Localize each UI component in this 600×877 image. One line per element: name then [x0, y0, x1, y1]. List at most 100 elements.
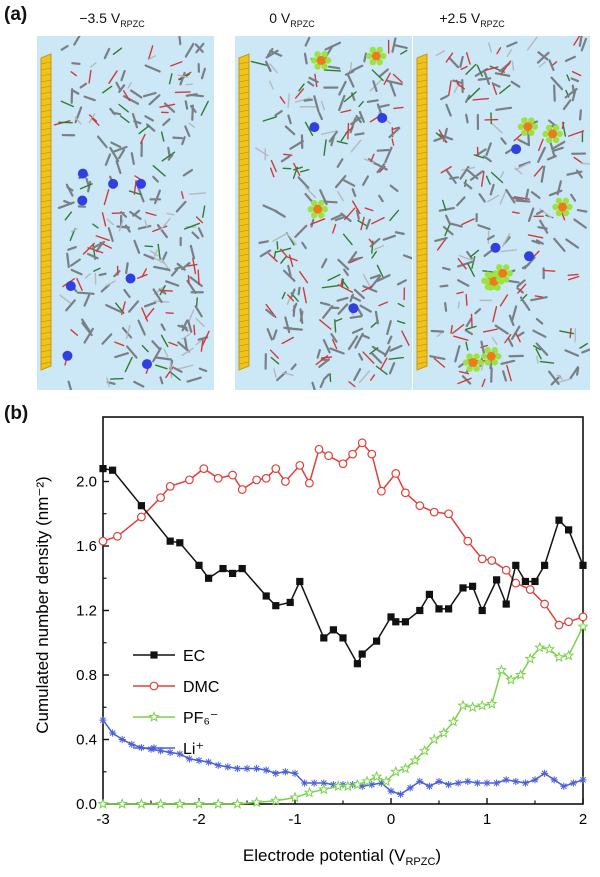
- solvent-bond: [262, 116, 278, 122]
- data-point: [377, 779, 385, 787]
- solvent-bond: [548, 189, 563, 197]
- solvent-bond: [365, 218, 371, 230]
- data-point: [303, 786, 316, 798]
- solvent-bond: [67, 245, 77, 251]
- solvent-bond: [152, 288, 163, 304]
- legend-entry: Li⁺: [133, 741, 204, 758]
- data-point: [525, 585, 535, 594]
- solvent-bond: [463, 181, 473, 190]
- solvent-bond: [284, 316, 291, 334]
- data-point: [253, 764, 261, 773]
- solvent-bond: [580, 162, 590, 165]
- solvent-bond: [73, 36, 81, 46]
- solvent-bond: [469, 170, 484, 181]
- solvent-bond: [303, 98, 313, 102]
- solvent-bond: [153, 265, 171, 271]
- fluorine-atom: [481, 353, 488, 360]
- solvent-bond: [375, 365, 388, 375]
- solvent-bond: [384, 146, 393, 164]
- solvent-bond: [556, 374, 564, 380]
- electrode-grid-line: [416, 157, 428, 161]
- x-axis-label-sub: RPZC: [405, 856, 435, 868]
- solvent-bond: [488, 42, 493, 53]
- electrode-sheet: [238, 53, 250, 371]
- solvent-bond: [500, 60, 512, 75]
- solvent-bond: [114, 352, 129, 359]
- data-point: [438, 727, 450, 738]
- solvent-bond: [581, 348, 590, 354]
- solvent-bond: [369, 347, 379, 355]
- solvent-bond: [517, 138, 531, 147]
- electrode-grid-line: [40, 103, 52, 107]
- solvent-bond: [130, 89, 143, 99]
- data-point: [524, 652, 536, 664]
- electrode-grid-line: [238, 289, 250, 293]
- solvent-bond: [101, 333, 113, 345]
- solvent-bond: [564, 55, 576, 63]
- solvent-bond: [570, 77, 580, 83]
- y-tick-label: 0.0: [76, 796, 97, 813]
- solvent-bond: [535, 317, 544, 325]
- solvent-bond: [342, 281, 349, 289]
- electrode-grid-line: [40, 175, 52, 179]
- solvent-bond: [258, 240, 269, 244]
- x-tick-label: 0: [387, 811, 395, 828]
- solvent-bond: [110, 141, 122, 148]
- electrode-grid-line: [416, 187, 428, 191]
- solvent-bond: [106, 377, 111, 387]
- solvent-bond: [511, 60, 515, 71]
- fluorine-atom: [321, 205, 328, 213]
- solvent-bond: [195, 317, 205, 327]
- electrode-grid-line: [40, 199, 52, 203]
- solvent-bond: [491, 122, 503, 134]
- data-point: [137, 502, 145, 510]
- solvent-bond: [189, 276, 203, 288]
- solvent-bond: [517, 283, 527, 294]
- electrode-grid-line: [40, 187, 52, 191]
- solvent-bond: [268, 80, 274, 90]
- solvent-bond: [272, 232, 288, 242]
- solvent-bond: [321, 356, 333, 359]
- fluorine-atom: [462, 359, 470, 366]
- data-point: [329, 626, 337, 634]
- solvent-bond: [334, 319, 337, 333]
- solvent-bond: [514, 162, 530, 171]
- solvent-bond: [320, 200, 338, 204]
- legend-marker: [149, 681, 159, 691]
- solvent-bond: [71, 228, 78, 233]
- solvent-bond: [573, 36, 581, 46]
- electrode-grid-line: [416, 301, 428, 305]
- solvent-bond: [103, 188, 110, 206]
- solvent-bond: [445, 52, 454, 63]
- solvent-bond: [264, 60, 272, 73]
- solvent-bond: [458, 254, 472, 261]
- solvent-bond: [441, 199, 447, 211]
- solvent-bond: [350, 139, 362, 153]
- solvent-bond: [102, 85, 113, 94]
- lithium-ion: [348, 303, 359, 314]
- solvent-bond: [500, 359, 516, 365]
- solvent-bond: [515, 199, 531, 203]
- data-point: [231, 798, 244, 809]
- data-point: [136, 512, 146, 522]
- solvent-bond: [165, 366, 174, 379]
- solvent-bond: [193, 324, 196, 336]
- fluorine-atom: [483, 278, 491, 285]
- electrode-grid-line: [238, 277, 250, 281]
- solvent-bond: [337, 284, 354, 293]
- solvent-bond: [510, 325, 521, 340]
- lithium-ion: [524, 251, 535, 262]
- solvent-bond: [357, 219, 368, 227]
- data-point: [109, 729, 117, 737]
- fluorine-atom: [555, 209, 563, 217]
- solvent-bond: [103, 47, 111, 60]
- solvent-bond: [267, 252, 278, 262]
- electrode-grid-line: [416, 109, 428, 113]
- electrode-grid-line: [238, 121, 250, 125]
- solvent-bond: [195, 42, 205, 54]
- solvent-bond: [159, 103, 176, 108]
- solvent-bond: [303, 52, 308, 65]
- density-chart: 0.0 0.4 0.8 1.2 1.6 2.0 -3 -2 -1 0 1 2 EC DMC PF₆⁻ Li⁺…: [33, 416, 589, 868]
- fluorine-atom: [517, 123, 525, 130]
- data-point: [351, 778, 364, 790]
